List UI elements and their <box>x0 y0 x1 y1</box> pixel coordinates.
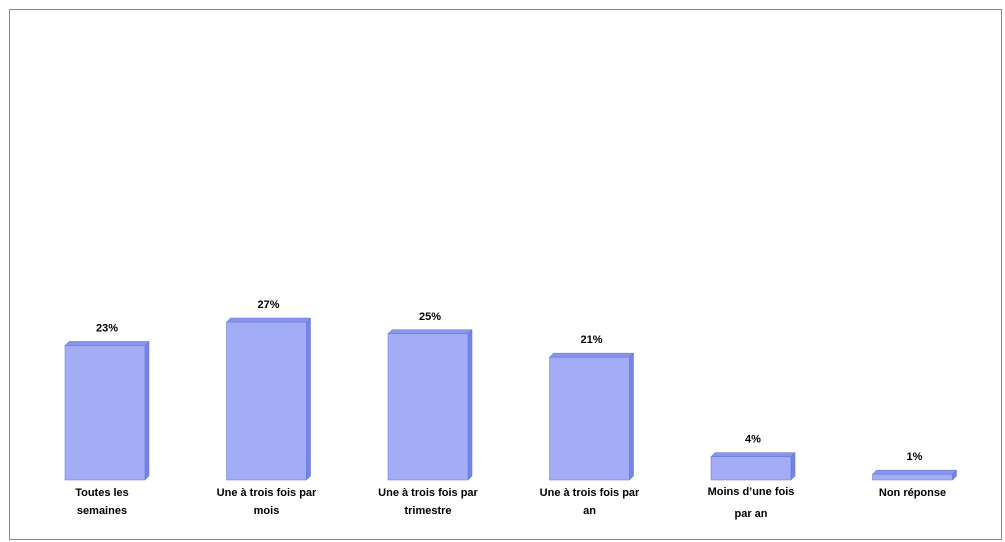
data-label: 23% <box>96 322 118 334</box>
bar-side-face <box>306 317 311 481</box>
data-label: 21% <box>580 334 602 346</box>
category-label: par an <box>734 508 767 520</box>
bar <box>64 345 146 481</box>
chart-frame <box>9 9 1002 540</box>
bar <box>710 456 792 481</box>
bar-top-face <box>64 341 150 346</box>
data-label: 27% <box>257 299 279 311</box>
category-label: semaines <box>77 505 127 517</box>
bar <box>226 321 307 481</box>
bar-top-face <box>710 452 796 457</box>
data-label: 1% <box>907 451 923 463</box>
bar <box>872 473 953 481</box>
bar-top-face <box>871 469 958 475</box>
bar-top-face <box>387 329 473 334</box>
data-label: 25% <box>419 311 441 323</box>
bar-top-face <box>225 317 312 323</box>
category-label: Non réponse <box>879 487 946 499</box>
data-label: 4% <box>745 434 761 446</box>
bar <box>387 333 469 481</box>
bar-side-face <box>790 451 796 481</box>
category-label: trimestre <box>404 505 451 517</box>
category-label: Une à trois fois par <box>540 487 640 499</box>
category-label: mois <box>254 505 280 517</box>
bar-top-face <box>548 352 635 358</box>
category-label: Une à trois fois par <box>378 487 478 499</box>
category-label: Une à trois fois par <box>217 487 317 499</box>
bar-side-face <box>144 340 150 481</box>
bar-side-face <box>629 352 634 481</box>
category-label: an <box>583 505 596 517</box>
bar <box>549 356 630 481</box>
bar-side-face <box>467 329 473 481</box>
category-label: Toutes les <box>75 487 129 499</box>
category-label: Moins d’une fois <box>708 486 795 498</box>
